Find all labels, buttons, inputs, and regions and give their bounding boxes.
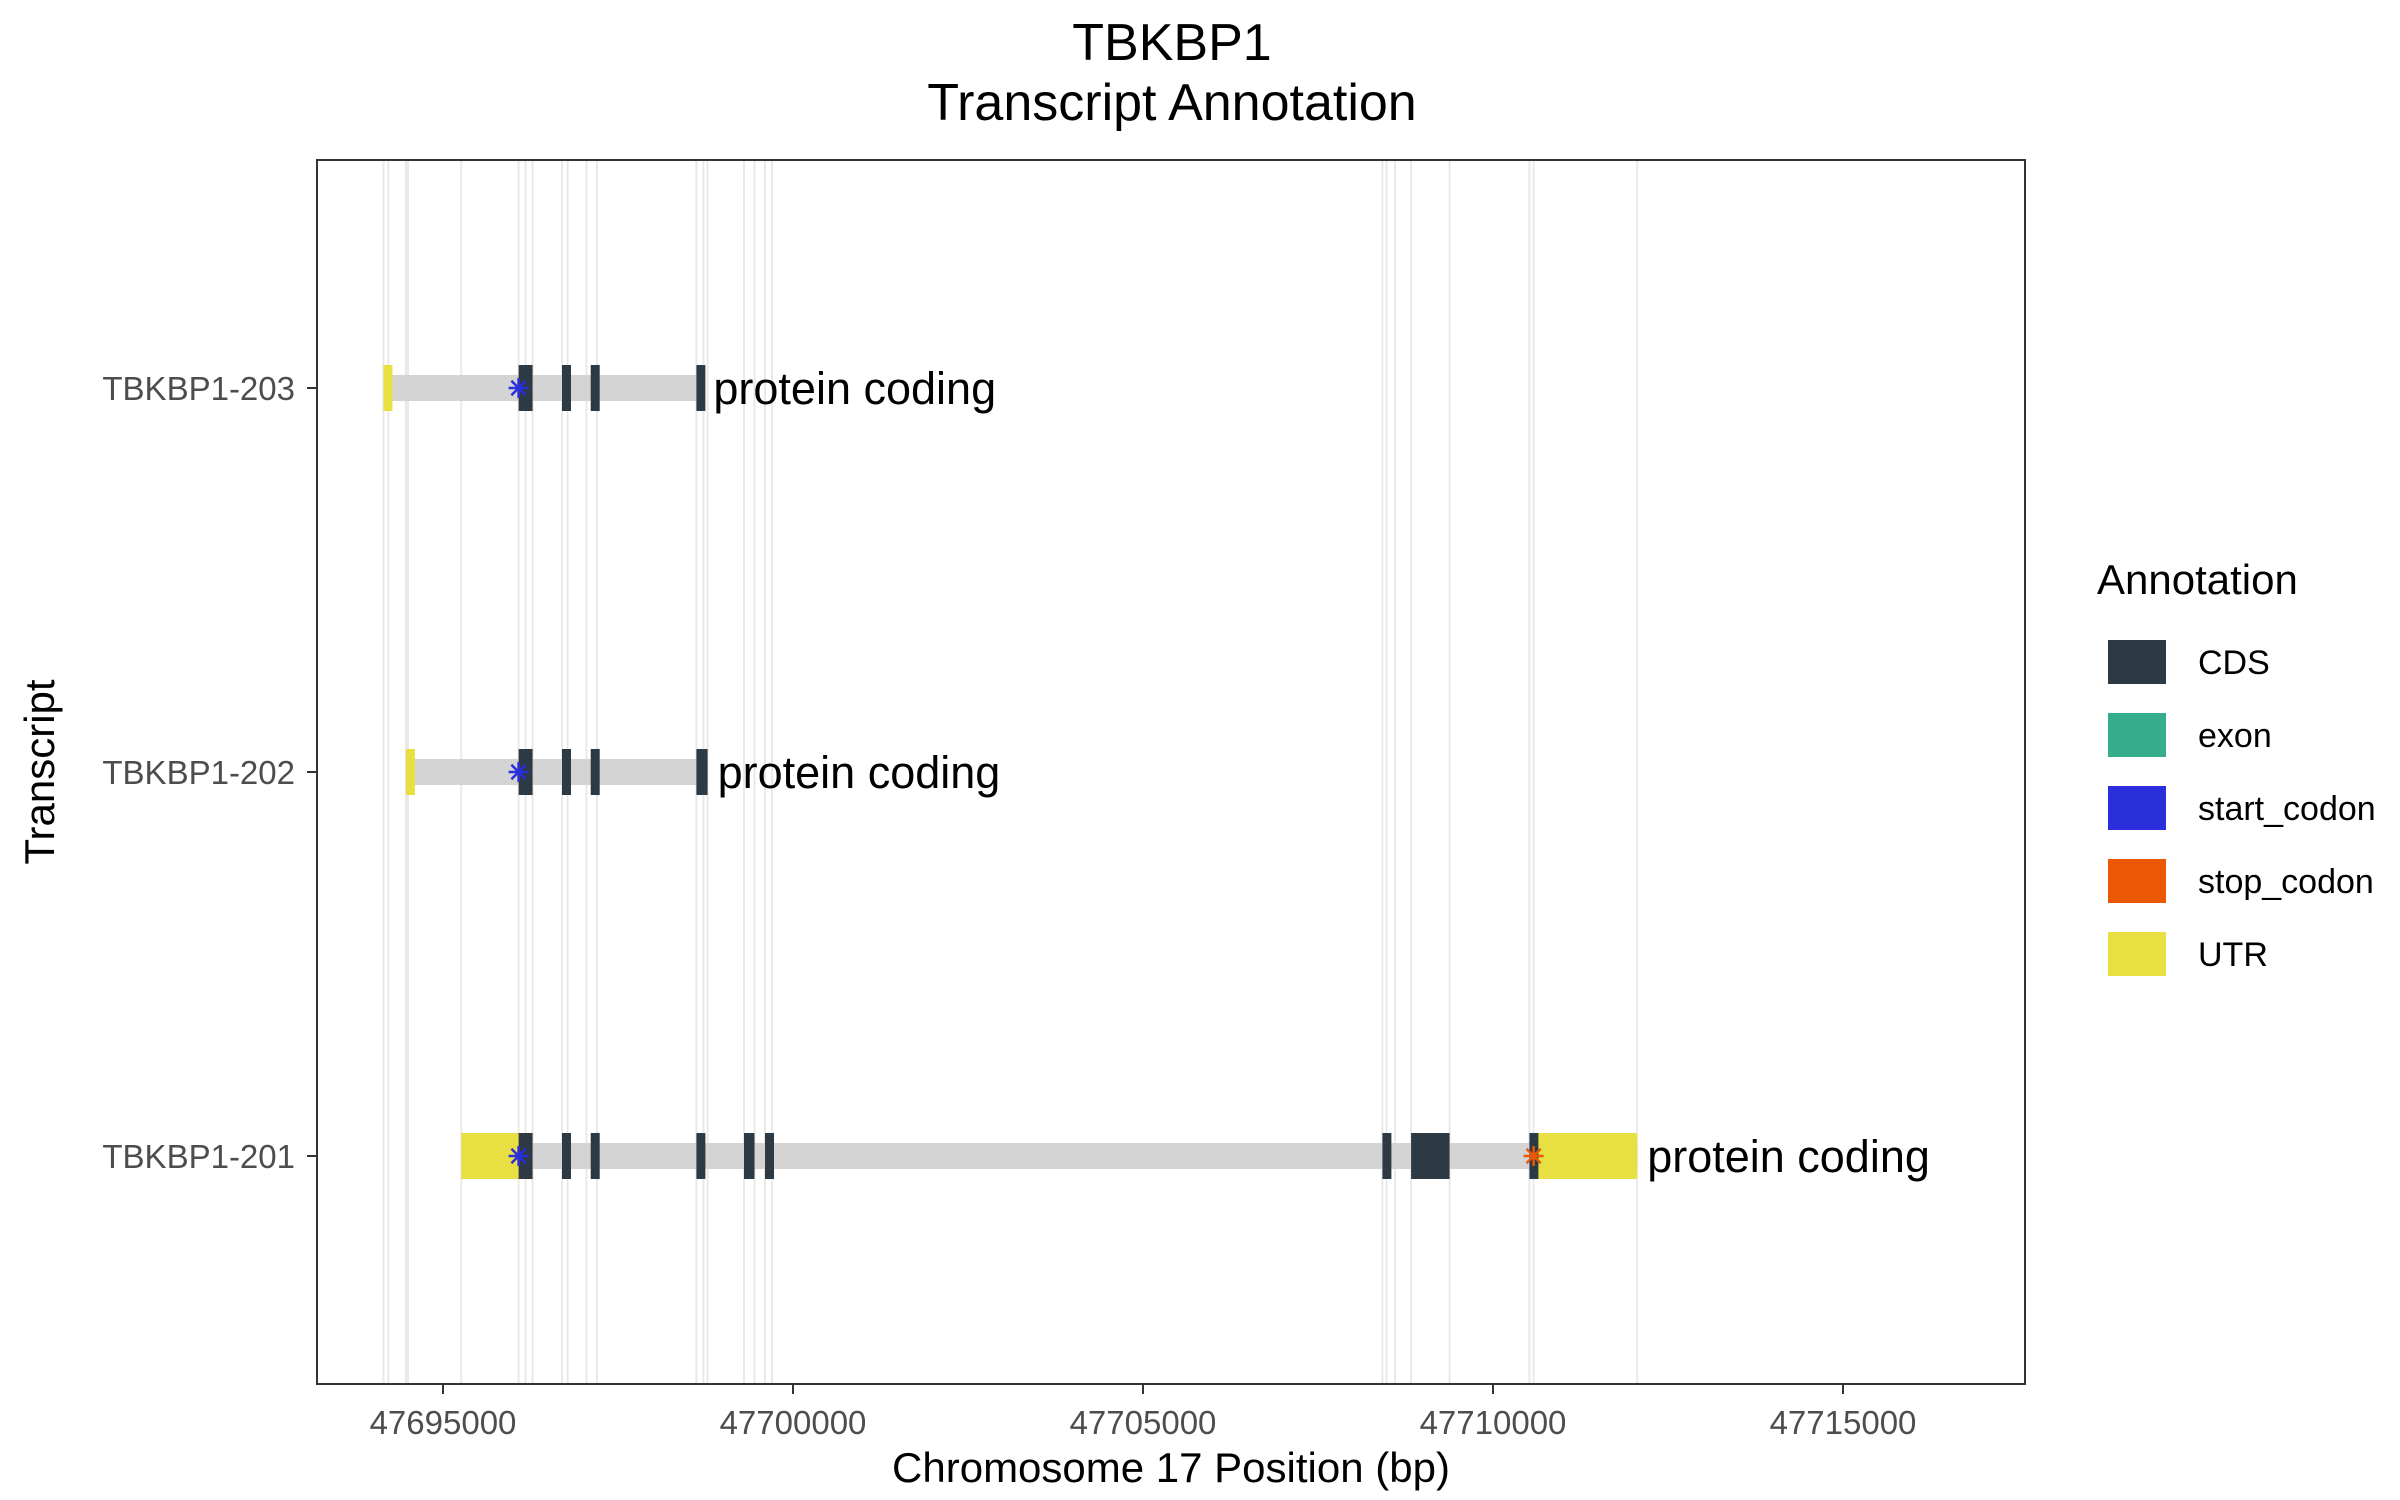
x-axis: 47695000 47700000 47705000 47710000 47715000 (370, 1384, 1917, 1441)
cds-block (590, 365, 600, 411)
marker-stroke (510, 379, 527, 397)
x-tick-label: 47700000 (720, 1404, 867, 1441)
y-tick-label: TBKBP1-201 (102, 1138, 295, 1175)
legend-swatch (2108, 640, 2166, 684)
intron-line (383, 375, 704, 401)
marker-stroke (510, 763, 527, 781)
transcript-tracks: protein coding protein coding protein codi… (383, 363, 1930, 1182)
intron-line (461, 1143, 1638, 1169)
x-tick-label: 47715000 (1770, 1404, 1917, 1441)
y-tick-label: TBKBP1-202 (102, 754, 295, 791)
x-axis-title: Chromosome 17 Position (bp) (892, 1444, 1450, 1491)
cds-block (1411, 1133, 1450, 1179)
marker-stroke (510, 1147, 527, 1165)
legend-label: UTR (2198, 936, 2268, 974)
utr-block (1533, 1133, 1638, 1179)
y-axis: TBKBP1-203 TBKBP1-202 TBKBP1-201 (102, 370, 317, 1175)
legend-swatch (2108, 786, 2166, 830)
utr-block (405, 749, 415, 795)
transcript-track: protein coding (405, 747, 1001, 798)
cds-block (1382, 1133, 1392, 1179)
start-codon-marker (508, 762, 529, 782)
cds-block (765, 1133, 774, 1179)
cds-block (696, 749, 708, 795)
marker-stroke (1525, 1147, 1542, 1165)
biotype-label: protein coding (713, 363, 996, 414)
stop-codon-marker (1523, 1146, 1544, 1166)
transcript-track: protein coding (461, 1131, 1930, 1182)
biotype-label: protein coding (1647, 1131, 1930, 1182)
cds-block (590, 749, 600, 795)
transcript-track: protein coding (383, 363, 996, 414)
legend-title: Annotation (2097, 556, 2298, 603)
x-tick-label: 47695000 (370, 1404, 517, 1441)
cds-block (562, 749, 571, 795)
legend-label: CDS (2198, 644, 2270, 682)
intron-line (405, 759, 708, 785)
chart-title: TBKBP1 (1072, 14, 1271, 72)
start-codon-marker (508, 378, 529, 398)
legend-swatch (2108, 859, 2166, 903)
biotype-label: protein coding (718, 747, 1001, 798)
legend-label: exon (2198, 717, 2272, 755)
cds-block (562, 1133, 571, 1179)
legend-swatch (2108, 932, 2166, 976)
y-tick-label: TBKBP1-203 (102, 370, 295, 407)
cds-block (590, 1133, 600, 1179)
cds-block (562, 365, 571, 411)
x-tick-label: 47705000 (1070, 1404, 1217, 1441)
legend-label: start_codon (2198, 790, 2376, 828)
legend: Annotation CDS exon start_codon stop_codon U… (2097, 556, 2376, 976)
legend-swatch (2108, 713, 2166, 757)
cds-block (696, 365, 706, 411)
legend-label: stop_codon (2198, 863, 2374, 901)
cds-block (744, 1133, 755, 1179)
cds-block (696, 1133, 706, 1179)
x-tick-label: 47710000 (1420, 1404, 1567, 1441)
chart-subtitle: Transcript Annotation (927, 74, 1416, 132)
utr-block (383, 365, 393, 411)
start-codon-marker (508, 1146, 529, 1166)
y-axis-title: Transcript (16, 679, 63, 864)
